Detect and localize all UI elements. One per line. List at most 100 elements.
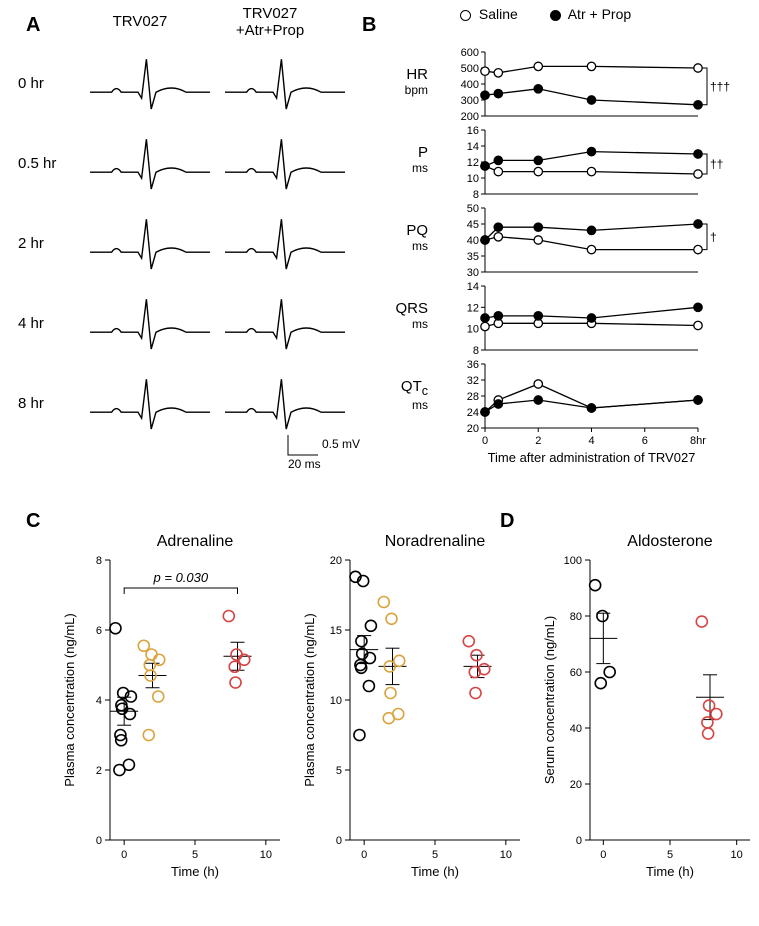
svg-text:Serum concentration (ng/mL): Serum concentration (ng/mL)	[542, 616, 557, 784]
svg-text:20: 20	[570, 779, 582, 791]
svg-text:0: 0	[482, 435, 488, 447]
scatter-chart: Aldosterone0204060801000510Time (h)Serum…	[540, 530, 759, 880]
svg-text:5: 5	[192, 849, 198, 861]
svg-text:100: 100	[564, 555, 582, 567]
panel-a-col2-header: TRV027 +Atr+Prop	[210, 6, 330, 39]
legend-atrprop-label: Atr + Prop	[568, 6, 631, 22]
svg-text:0: 0	[121, 849, 127, 861]
panel-c-label: C	[26, 510, 40, 533]
panel-a-col1-header: TRV027	[85, 14, 195, 31]
scalebar-mv: 0.5 mV	[322, 437, 360, 451]
svg-text:Plasma concentration (ng/mL): Plasma concentration (ng/mL)	[302, 613, 317, 786]
svg-text:2: 2	[535, 435, 541, 447]
svg-text:Time after administration of T: Time after administration of TRV027	[488, 450, 696, 465]
svg-text:20: 20	[467, 423, 479, 435]
svg-text:12: 12	[467, 302, 479, 314]
svg-text:8: 8	[473, 345, 479, 354]
svg-text:4: 4	[588, 435, 594, 447]
svg-text:30: 30	[467, 267, 479, 276]
scalebar-ms: 20 ms	[288, 457, 321, 471]
svg-text:10: 10	[260, 849, 272, 861]
svg-text:32: 32	[467, 375, 479, 387]
legend-saline-label: Saline	[479, 6, 518, 22]
ecg-trace	[225, 375, 345, 430]
svg-text:35: 35	[467, 251, 479, 263]
svg-text:0: 0	[361, 849, 367, 861]
svg-text:60: 60	[570, 667, 582, 679]
legend-closed-icon	[550, 10, 561, 21]
panel-d-label: D	[500, 510, 514, 533]
svg-text:10: 10	[467, 173, 479, 185]
svg-text:4: 4	[96, 695, 102, 707]
ecg-trace	[225, 55, 345, 110]
svg-text:12: 12	[467, 157, 479, 169]
svg-text:5: 5	[432, 849, 438, 861]
svg-text:Aldosterone: Aldosterone	[627, 533, 712, 550]
ecg-trace	[90, 295, 210, 350]
svg-text:20: 20	[330, 555, 342, 567]
svg-text:0: 0	[576, 835, 582, 847]
svg-text:Time (h): Time (h)	[171, 864, 219, 879]
svg-text:28: 28	[467, 391, 479, 403]
svg-text:6: 6	[96, 625, 102, 637]
svg-text:10: 10	[467, 324, 479, 336]
svg-text:500: 500	[461, 63, 479, 75]
svg-text:16: 16	[467, 126, 479, 137]
svg-text:0: 0	[336, 835, 342, 847]
panel-b-chart-PQ: 30 35 40 45 50 †	[440, 204, 730, 276]
svg-text:0: 0	[96, 835, 102, 847]
scatter-chart: Noradrenaline051015200510Time (h)Plasma …	[300, 530, 540, 880]
svg-text:10: 10	[330, 695, 342, 707]
ecg-trace	[225, 295, 345, 350]
svg-text:36: 36	[467, 360, 479, 371]
svg-text:Adrenaline: Adrenaline	[157, 533, 234, 550]
ecg-trace	[225, 135, 345, 190]
svg-text:10: 10	[500, 849, 512, 861]
ecg-trace	[90, 215, 210, 270]
svg-text:45: 45	[467, 219, 479, 231]
panel-a-scalebar: 0.5 mV 20 ms	[280, 433, 360, 478]
panel-b-chart-name: QRSms	[368, 300, 428, 331]
panel-b-legend: Saline Atr + Prop	[460, 6, 631, 22]
panel-a-label: A	[26, 14, 40, 37]
panel-a-row-label: 8 hr	[18, 395, 44, 412]
panel-a-row-label: 2 hr	[18, 235, 44, 252]
panel-b-chart-name: PQms	[368, 222, 428, 253]
scatter-chart: Adrenaline024680510Time (h)Plasma concen…	[60, 530, 300, 880]
panel-b-chart-name: QTcms	[368, 378, 428, 412]
svg-text:300: 300	[461, 95, 479, 107]
svg-text:14: 14	[467, 141, 479, 153]
panel-b-chart-name: Pms	[368, 144, 428, 175]
svg-text:8: 8	[473, 189, 479, 198]
panel-b-chart-QTc: 202428323602468hrTime after administrati…	[440, 360, 730, 474]
panel-b-chart-HR: 200300400500600†††	[440, 48, 730, 120]
svg-text:p = 0.030: p = 0.030	[153, 570, 209, 585]
ecg-trace	[225, 215, 345, 270]
svg-text:Time (h): Time (h)	[646, 864, 694, 879]
svg-text:Time (h): Time (h)	[411, 864, 459, 879]
panel-a-row-label: 0 hr	[18, 75, 44, 92]
svg-text:80: 80	[570, 611, 582, 623]
panel-b-chart-name: HRbpm	[368, 66, 428, 97]
svg-text:200: 200	[461, 111, 479, 120]
svg-text:14: 14	[467, 282, 479, 293]
svg-text:40: 40	[467, 235, 479, 247]
svg-text:†: †	[710, 230, 717, 244]
svg-text:5: 5	[336, 765, 342, 777]
svg-text:50: 50	[467, 204, 479, 215]
svg-text:15: 15	[330, 625, 342, 637]
panel-b-chart-QRS: 8 10 12 14	[440, 282, 730, 354]
panel-a-row-label: 0.5 hr	[18, 155, 56, 172]
svg-text:0: 0	[600, 849, 606, 861]
svg-text:6: 6	[642, 435, 648, 447]
svg-text:8hr: 8hr	[690, 435, 706, 447]
svg-text:Plasma concentration (ng/mL): Plasma concentration (ng/mL)	[62, 613, 77, 786]
svg-text:40: 40	[570, 723, 582, 735]
panel-a-row-label: 4 hr	[18, 315, 44, 332]
ecg-trace	[90, 55, 210, 110]
ecg-trace	[90, 375, 210, 430]
svg-text:†††: †††	[710, 79, 730, 93]
svg-text:600: 600	[461, 48, 479, 59]
svg-text:10: 10	[731, 849, 743, 861]
svg-text:24: 24	[467, 407, 479, 419]
